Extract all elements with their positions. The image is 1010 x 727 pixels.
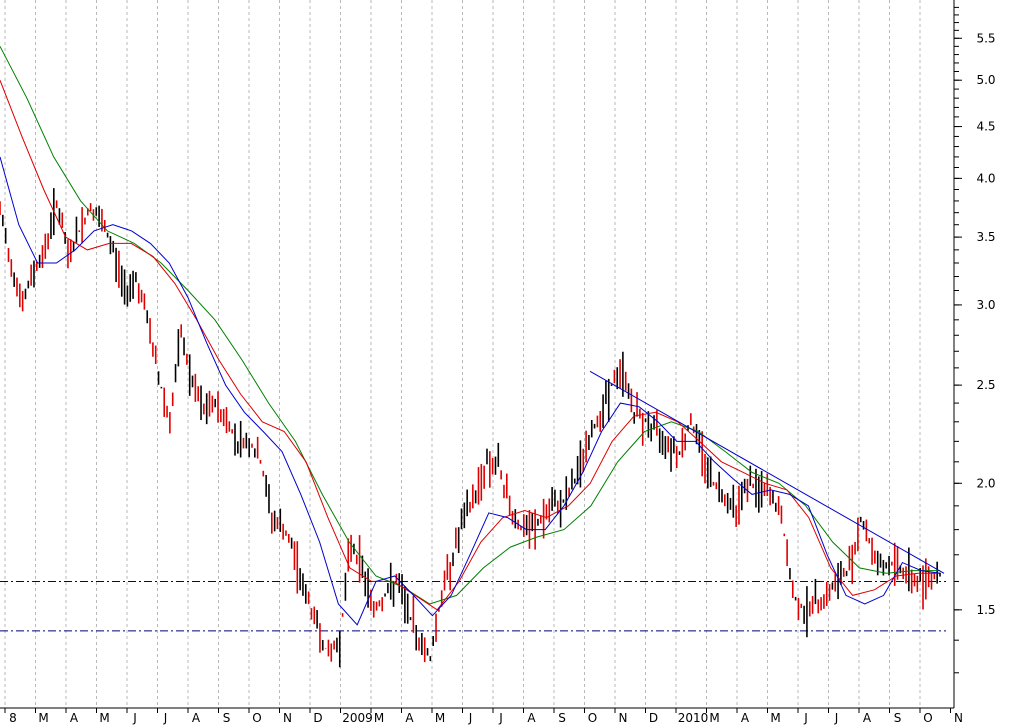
x-tick-label: J bbox=[834, 711, 839, 725]
x-tick-label: J bbox=[803, 711, 808, 725]
price-bars bbox=[0, 188, 941, 668]
x-tick-label: A bbox=[863, 711, 872, 725]
x-tick-label: N bbox=[283, 711, 292, 725]
horizontal-support-lines bbox=[0, 580, 946, 632]
vertical-grid bbox=[4, 0, 921, 708]
y-tick-label: 2.0 bbox=[976, 476, 995, 490]
x-tick-label: J bbox=[468, 711, 473, 725]
trendline bbox=[589, 370, 945, 574]
x-tick-label: 2010 bbox=[678, 711, 709, 725]
x-tick-label: A bbox=[192, 711, 201, 725]
y-tick-label: 3.5 bbox=[976, 230, 995, 244]
x-tick-label: N bbox=[954, 711, 963, 725]
x-tick-label: A bbox=[70, 711, 79, 725]
x-tick-label: O bbox=[588, 711, 597, 725]
x-tick-label: N bbox=[619, 711, 628, 725]
y-tick-label: 4.5 bbox=[976, 120, 995, 134]
x-tick-label: A bbox=[405, 711, 414, 725]
moving-average-long-line bbox=[0, 46, 940, 605]
y-tick-label: 2.5 bbox=[976, 378, 995, 392]
x-tick-label: A bbox=[741, 711, 750, 725]
x-tick-label: J bbox=[132, 711, 137, 725]
x-axis: 8 M A M J J A S O N D 2009 M A M J J A S O N D 2010 M A M J J A S O N bbox=[0, 707, 963, 725]
moving-averages bbox=[0, 46, 941, 626]
y-tick-label: 3.0 bbox=[976, 298, 995, 312]
y-tick-label: 4.0 bbox=[976, 171, 995, 185]
x-tick-label: O bbox=[252, 711, 261, 725]
x-tick-label: A bbox=[527, 711, 536, 725]
x-tick-label: D bbox=[649, 711, 658, 725]
trendline-group bbox=[589, 370, 945, 574]
y-tick-label: 5.5 bbox=[976, 31, 995, 45]
x-tick-label: O bbox=[923, 711, 932, 725]
x-tick-label: J bbox=[163, 711, 168, 725]
x-tick-label: S bbox=[223, 711, 231, 725]
x-tick-label: M bbox=[38, 711, 48, 725]
x-tick-label: M bbox=[709, 711, 719, 725]
x-tick-label: D bbox=[313, 711, 322, 725]
y-tick-label: 5.0 bbox=[976, 73, 995, 87]
x-tick-label: 8 bbox=[9, 711, 17, 725]
x-tick-label: M bbox=[435, 711, 445, 725]
moving-average-short-line bbox=[0, 156, 941, 626]
x-tick-label: J bbox=[498, 711, 503, 725]
y-axis: 1.5 2.0 2.5 3.0 3.5 4.0 4.5 5.0 5.5 bbox=[953, 0, 996, 708]
y-tick-label: 1.5 bbox=[976, 603, 995, 617]
x-tick-label: M bbox=[99, 711, 109, 725]
x-tick-label: S bbox=[894, 711, 902, 725]
x-tick-label: 2009 bbox=[342, 711, 373, 725]
moving-average-mid-line bbox=[0, 80, 940, 611]
x-tick-label: M bbox=[770, 711, 780, 725]
x-tick-label: S bbox=[558, 711, 566, 725]
x-tick-label: M bbox=[374, 711, 384, 725]
